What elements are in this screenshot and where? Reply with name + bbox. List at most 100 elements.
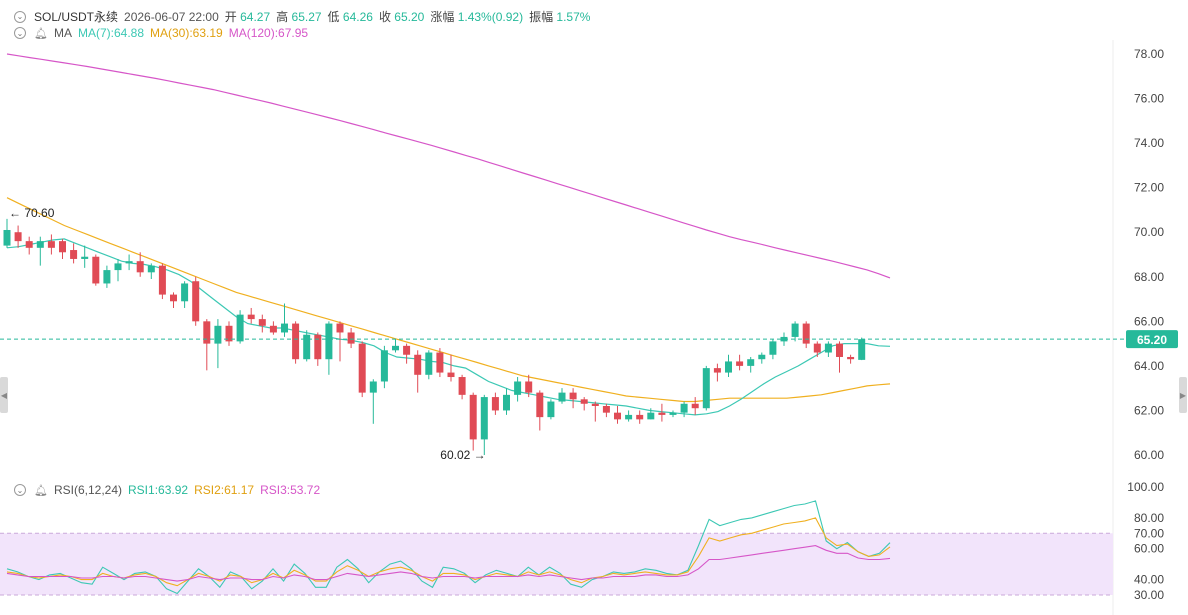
price-tick-label: 62.00 — [1134, 403, 1164, 417]
price-tick-label: 66.00 — [1134, 314, 1164, 328]
low-marker-label: 60.02 → — [440, 448, 485, 462]
chevron-down-icon[interactable]: ⌄ — [14, 27, 26, 39]
candle-body — [325, 323, 333, 360]
candle-body — [658, 412, 666, 415]
price-tick-label: 74.00 — [1134, 136, 1164, 150]
rsi-tick-label: 100.00 — [1127, 480, 1164, 494]
rsi-label[interactable]: RSI(6,12,24) — [53, 483, 123, 497]
candle-body — [824, 343, 832, 353]
candle-body — [258, 319, 266, 326]
change-label: 涨幅 — [430, 10, 455, 24]
candle-body — [725, 361, 732, 373]
candle-body — [702, 368, 710, 409]
candle-body — [236, 314, 244, 342]
candle-body — [347, 332, 355, 344]
rsi-tick-label: 70.00 — [1134, 526, 1164, 540]
low-label: 低 — [327, 10, 340, 24]
candle-body — [458, 377, 466, 395]
amplitude-value: 1.57% — [556, 10, 591, 24]
candle-body — [736, 361, 744, 366]
candle-body — [547, 401, 555, 418]
chevron-down-icon[interactable]: ⌄ — [14, 10, 26, 23]
rsi-tick-label: 60.00 — [1134, 542, 1164, 556]
rsi-tick-label: 80.00 — [1134, 511, 1164, 525]
rsi2-legend: RSI2:61.17 — [194, 483, 255, 497]
rsi3-legend: RSI3:53.72 — [260, 483, 321, 497]
candle-body — [380, 350, 388, 382]
candle-body — [747, 359, 755, 366]
candle-body — [769, 341, 777, 355]
open-label: 开 — [224, 10, 237, 24]
candle-body — [269, 325, 277, 333]
candle-body — [225, 325, 233, 342]
close-label: 收 — [378, 10, 391, 24]
rsi-band — [0, 533, 1113, 595]
candle-body — [669, 412, 677, 415]
candle-body — [791, 323, 799, 337]
candle-body — [281, 323, 288, 333]
candle-body — [214, 325, 222, 344]
candle-body — [847, 356, 855, 360]
candle-body — [802, 323, 810, 344]
chevron-down-icon[interactable]: ⌄ — [14, 484, 26, 496]
ma-legend-bar: ⌄ 🔔︎ MA MA(7):64.88 MA(30):63.19 MA(120)… — [14, 26, 308, 40]
ma7-legend: MA(7):64.88 — [77, 26, 144, 40]
candle-body — [414, 354, 422, 375]
high-value: 65.27 — [291, 10, 322, 24]
candle-body — [303, 334, 311, 360]
candle-body — [425, 352, 433, 375]
high-label: 高 — [276, 10, 289, 24]
bell-icon[interactable]: 🔔︎ — [34, 484, 48, 497]
candle-body — [469, 394, 477, 440]
candle-body — [103, 270, 111, 284]
close-value: 65.20 — [394, 10, 425, 24]
symbol-label[interactable]: SOL/USDT永续 — [34, 10, 119, 24]
rsi-tick-label: 30.00 — [1134, 588, 1164, 602]
ma-label[interactable]: MA — [53, 26, 72, 40]
scroll-left-handle[interactable]: ◀ — [0, 377, 8, 413]
candle-body — [92, 256, 100, 284]
bell-icon[interactable]: 🔔︎ — [34, 27, 48, 40]
candle-body — [636, 414, 644, 420]
candle-body — [292, 323, 300, 360]
candle-body — [525, 381, 533, 393]
candle-body — [436, 352, 444, 373]
candle-body — [569, 392, 577, 400]
candle-body — [758, 354, 766, 360]
price-tick-label: 78.00 — [1134, 47, 1164, 61]
candle-body — [181, 283, 189, 302]
ma30-line — [6, 197, 891, 403]
rsi1-legend: RSI1:63.92 — [128, 483, 189, 497]
scroll-right-handle[interactable]: ▶ — [1179, 377, 1187, 413]
last-price-tag — [1126, 330, 1178, 349]
candle-body — [36, 241, 44, 248]
candle-body — [203, 321, 211, 344]
candle-body — [247, 314, 255, 320]
price-tick-label: 76.00 — [1134, 92, 1164, 106]
price-tick-label: 70.00 — [1134, 225, 1164, 239]
amplitude-label: 振幅 — [529, 10, 554, 24]
candle-body — [647, 412, 655, 420]
candle-body — [170, 294, 177, 302]
candle-body — [81, 256, 89, 259]
candle-body — [59, 241, 66, 253]
candle-body — [125, 261, 133, 264]
candle-body — [358, 343, 366, 393]
candle-body — [114, 263, 122, 271]
open-value: 64.27 — [240, 10, 271, 24]
candle-body — [503, 394, 510, 411]
candle-body — [591, 403, 599, 406]
candle-body — [580, 399, 588, 404]
candle-body — [491, 397, 499, 411]
low-value: 64.26 — [342, 10, 373, 24]
ma120-line — [6, 53, 891, 279]
candle-body — [625, 414, 633, 420]
price-tick-label: 68.00 — [1134, 270, 1164, 284]
datetime-label: 2026-06-07 22:00 — [124, 9, 219, 24]
candle-body — [47, 241, 55, 248]
candle-body — [192, 281, 200, 322]
candle-body — [691, 403, 699, 409]
ma30-legend: MA(30):63.19 — [150, 26, 223, 40]
ma120-legend: MA(120):67.95 — [228, 26, 309, 40]
